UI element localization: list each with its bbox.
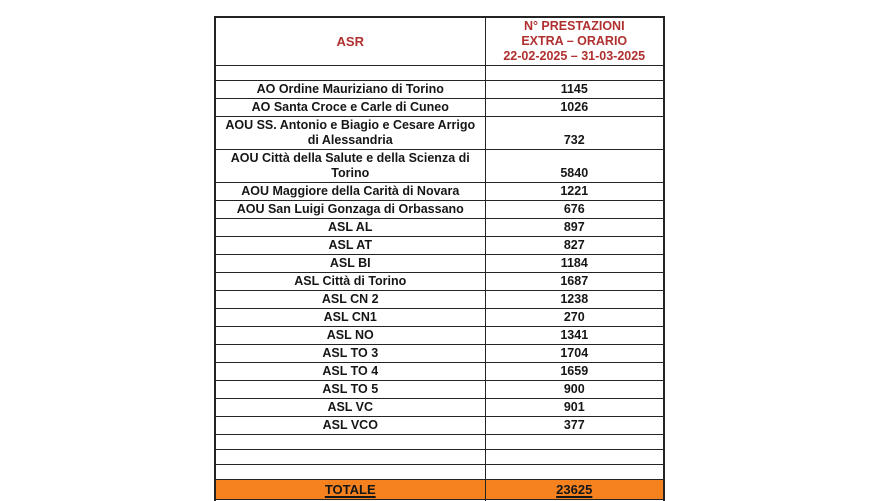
value-cell: 1026	[484, 98, 665, 117]
value-cell: 270	[484, 308, 665, 327]
asr-cell	[214, 449, 486, 465]
asr-cell: ASL VC	[214, 398, 486, 417]
column-header-asr: ASR	[214, 16, 486, 66]
spacer-row	[214, 434, 665, 450]
table-row: ASL CN1 270	[214, 308, 665, 327]
header-row: ASR N° PRESTAZIONI EXTRA – ORARIO 22-02-…	[214, 16, 665, 66]
prestazioni-table-container: ASR N° PRESTAZIONI EXTRA – ORARIO 22-02-…	[214, 16, 665, 501]
asr-cell: ASL AL	[214, 218, 486, 237]
table-row: ASL BI 1184	[214, 254, 665, 273]
asr-cell: AOU San Luigi Gonzaga di Orbassano	[214, 200, 486, 219]
value-cell: 1659	[484, 362, 665, 381]
value-cell	[484, 434, 665, 450]
table-row: AOU SS. Antonio e Biagio e Cesare Arrigo…	[214, 116, 665, 150]
value-cell: 1341	[484, 326, 665, 345]
prestazioni-table: ASR N° PRESTAZIONI EXTRA – ORARIO 22-02-…	[214, 16, 665, 501]
value-cell: 1687	[484, 272, 665, 291]
asr-cell: ASL CN 2	[214, 290, 486, 309]
total-row: TOTALE 23625	[214, 479, 665, 500]
table-row: AOU San Luigi Gonzaga di Orbassano 676	[214, 200, 665, 219]
table-row: ASL VC 901	[214, 398, 665, 417]
value-cell: 900	[484, 380, 665, 399]
column-header-prestazioni: N° PRESTAZIONI EXTRA – ORARIO 22-02-2025…	[484, 16, 665, 66]
value-cell: 897	[484, 218, 665, 237]
asr-cell: ASL CN1	[214, 308, 486, 327]
asr-cell: ASL TO 3	[214, 344, 486, 363]
value-cell: 1238	[484, 290, 665, 309]
spacer-row	[214, 65, 665, 81]
value-cell: 1184	[484, 254, 665, 273]
value-cell: 676	[484, 200, 665, 219]
asr-cell: AO Ordine Mauriziano di Torino	[214, 80, 486, 99]
value-cell	[484, 449, 665, 465]
value-cell: 1704	[484, 344, 665, 363]
spacer-row	[214, 449, 665, 465]
asr-cell: ASL NO	[214, 326, 486, 345]
value-cell	[484, 65, 665, 81]
table-row: AO Santa Croce e Carle di Cuneo 1026	[214, 98, 665, 117]
value-cell: 1145	[484, 80, 665, 99]
table-row: ASL TO 5 900	[214, 380, 665, 399]
table-row: ASL AL 897	[214, 218, 665, 237]
table-row: ASL NO 1341	[214, 326, 665, 345]
value-cell: 901	[484, 398, 665, 417]
asr-cell	[214, 434, 486, 450]
table-row: ASL VCO 377	[214, 416, 665, 435]
asr-cell: ASL TO 5	[214, 380, 486, 399]
asr-cell	[214, 464, 486, 480]
total-value: 23625	[484, 479, 665, 500]
asr-cell: AOU Maggiore della Carità di Novara	[214, 182, 486, 201]
value-cell: 377	[484, 416, 665, 435]
asr-cell: ASL TO 4	[214, 362, 486, 381]
table-row: ASL AT 827	[214, 236, 665, 255]
total-label: TOTALE	[214, 479, 486, 500]
table-row: ASL TO 3 1704	[214, 344, 665, 363]
value-cell: 732	[484, 116, 665, 150]
asr-cell	[214, 65, 486, 81]
asr-cell: AO Santa Croce e Carle di Cuneo	[214, 98, 486, 117]
asr-cell: ASL AT	[214, 236, 486, 255]
asr-cell: ASL Città di Torino	[214, 272, 486, 291]
value-cell: 827	[484, 236, 665, 255]
table-row: ASL Città di Torino 1687	[214, 272, 665, 291]
asr-cell: ASL VCO	[214, 416, 486, 435]
value-cell	[484, 499, 665, 501]
value-cell: 5840	[484, 149, 665, 183]
table-row: AOU Città della Salute e della Scienza d…	[214, 149, 665, 183]
table-row: ASL CN 2 1238	[214, 290, 665, 309]
table-body: AO Ordine Mauriziano di Torino 1145 AO San…	[214, 65, 665, 501]
asr-cell: ASL BI	[214, 254, 486, 273]
value-cell: 1221	[484, 182, 665, 201]
spacer-row	[214, 499, 665, 501]
table-row: AO Ordine Mauriziano di Torino 1145	[214, 80, 665, 99]
table-row: AOU Maggiore della Carità di Novara 1221	[214, 182, 665, 201]
value-cell	[484, 464, 665, 480]
table-row: ASL TO 4 1659	[214, 362, 665, 381]
asr-cell: AOU SS. Antonio e Biagio e Cesare Arrigo…	[214, 116, 486, 150]
spacer-row	[214, 464, 665, 480]
asr-cell: AOU Città della Salute e della Scienza d…	[214, 149, 486, 183]
